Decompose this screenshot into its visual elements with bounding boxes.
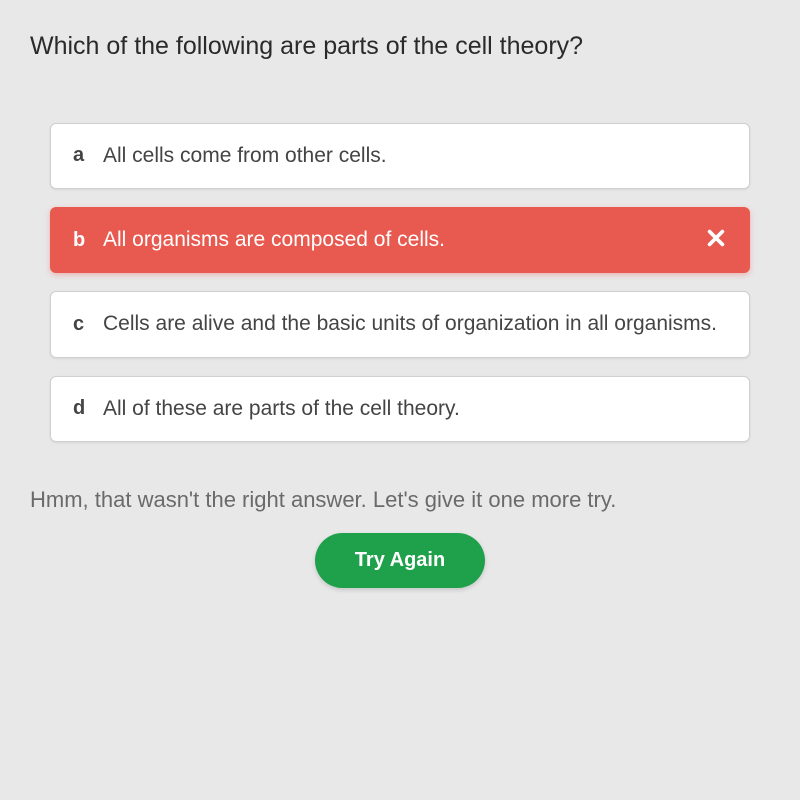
option-letter: b — [73, 229, 91, 252]
option-text: Cells are alive and the basic units of o… — [103, 310, 727, 338]
options-list: a All cells come from other cells. b All… — [30, 123, 770, 442]
option-text: All of these are parts of the cell theor… — [103, 395, 727, 423]
option-b[interactable]: b All organisms are composed of cells. — [50, 207, 750, 273]
option-letter: d — [73, 397, 91, 420]
try-again-button[interactable]: Try Again — [315, 533, 485, 588]
option-letter: c — [73, 313, 91, 336]
option-text: All organisms are composed of cells. — [103, 226, 705, 254]
incorrect-x-icon — [705, 227, 727, 254]
question-text: Which of the following are parts of the … — [30, 30, 770, 63]
option-a[interactable]: a All cells come from other cells. — [50, 123, 750, 189]
option-d[interactable]: d All of these are parts of the cell the… — [50, 376, 750, 442]
feedback-text: Hmm, that wasn't the right answer. Let's… — [30, 487, 770, 513]
option-c[interactable]: c Cells are alive and the basic units of… — [50, 291, 750, 357]
option-letter: a — [73, 144, 91, 167]
option-text: All cells come from other cells. — [103, 142, 727, 170]
try-again-container: Try Again — [30, 533, 770, 588]
